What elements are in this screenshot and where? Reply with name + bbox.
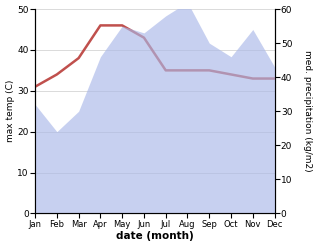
Y-axis label: max temp (C): max temp (C) — [5, 80, 15, 143]
Y-axis label: med. precipitation (kg/m2): med. precipitation (kg/m2) — [303, 50, 313, 172]
X-axis label: date (month): date (month) — [116, 231, 194, 242]
